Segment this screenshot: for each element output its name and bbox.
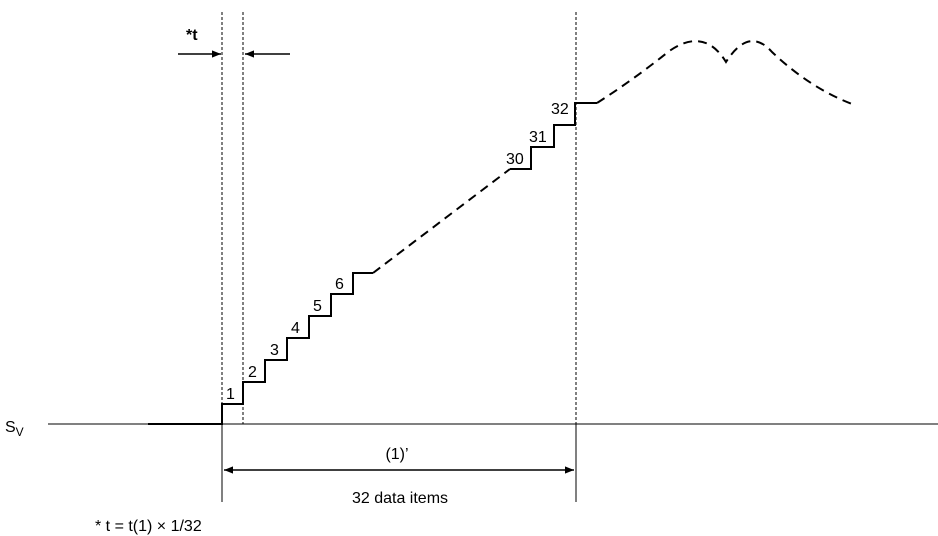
span-label: (1)’ [385,446,408,463]
staircase-dashed-middle [372,168,511,274]
baseline-label: SV [5,419,24,439]
staircase-start [148,272,373,425]
step-label: 32 [551,101,569,118]
signal-dashed-tail [596,40,853,105]
interval-label: *t [186,27,198,44]
step-label: 2 [248,364,257,381]
step-label: 31 [529,129,547,146]
step-label: 30 [506,151,524,168]
span-caption: 32 data items [352,490,448,507]
footnote: * t = t(1) × 1/32 [95,518,202,535]
step-label: 6 [335,276,344,293]
staircase-end [510,102,597,170]
step-label: 3 [270,342,279,359]
step-label: 4 [291,320,300,337]
step-label: 5 [313,298,322,315]
step-label: 1 [226,386,235,403]
